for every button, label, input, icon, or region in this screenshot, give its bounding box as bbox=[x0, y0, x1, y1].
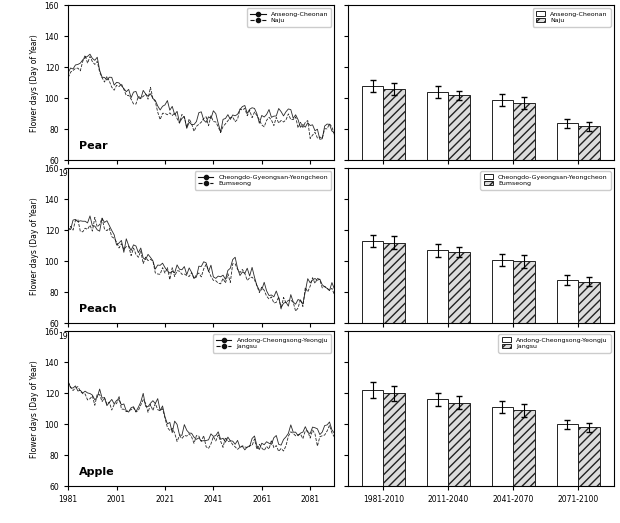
Legend: Anseong-Cheonan, Naju: Anseong-Cheonan, Naju bbox=[533, 8, 611, 27]
Legend: Cheongdo-Gyeongsan-Yeongcheon, Eumseong: Cheongdo-Gyeongsan-Yeongcheon, Eumseong bbox=[195, 172, 331, 189]
Bar bbox=[448, 95, 470, 161]
Bar bbox=[557, 123, 578, 161]
Bar bbox=[578, 126, 600, 161]
Bar bbox=[492, 407, 513, 486]
Bar bbox=[557, 424, 578, 486]
Y-axis label: Flower days (Day of Year): Flower days (Day of Year) bbox=[30, 360, 39, 458]
Bar bbox=[513, 262, 534, 323]
Y-axis label: Flower days (Day of Year): Flower days (Day of Year) bbox=[30, 34, 39, 132]
Bar bbox=[383, 243, 405, 323]
Bar bbox=[362, 241, 383, 323]
Bar bbox=[383, 393, 405, 486]
Bar bbox=[492, 100, 513, 161]
Bar bbox=[427, 251, 448, 323]
Bar bbox=[513, 103, 534, 161]
Legend: Anseong-Cheonan, Naju: Anseong-Cheonan, Naju bbox=[247, 8, 331, 27]
Bar bbox=[448, 252, 470, 323]
Y-axis label: Flower days (Day of Year): Flower days (Day of Year) bbox=[30, 197, 39, 294]
Bar bbox=[513, 411, 534, 486]
Bar bbox=[492, 260, 513, 323]
Bar bbox=[383, 89, 405, 161]
Bar bbox=[427, 400, 448, 486]
Text: Pear: Pear bbox=[79, 141, 107, 151]
Bar bbox=[578, 281, 600, 323]
Bar bbox=[427, 92, 448, 161]
Bar bbox=[557, 280, 578, 323]
Legend: Cheongdo-Gyeongsan-Yeongcheon, Eumseong: Cheongdo-Gyeongsan-Yeongcheon, Eumseong bbox=[480, 172, 611, 189]
Legend: Andong-Cheongsong-Yeongju, Jangsu: Andong-Cheongsong-Yeongju, Jangsu bbox=[213, 334, 331, 353]
Bar bbox=[448, 403, 470, 486]
Bar bbox=[362, 390, 383, 486]
Text: Apple: Apple bbox=[79, 467, 115, 477]
Bar bbox=[578, 427, 600, 486]
Legend: Andong-Cheongsong-Yeongju, Jangsu: Andong-Cheongsong-Yeongju, Jangsu bbox=[498, 334, 611, 353]
Bar bbox=[362, 86, 383, 161]
Text: Peach: Peach bbox=[79, 304, 117, 314]
